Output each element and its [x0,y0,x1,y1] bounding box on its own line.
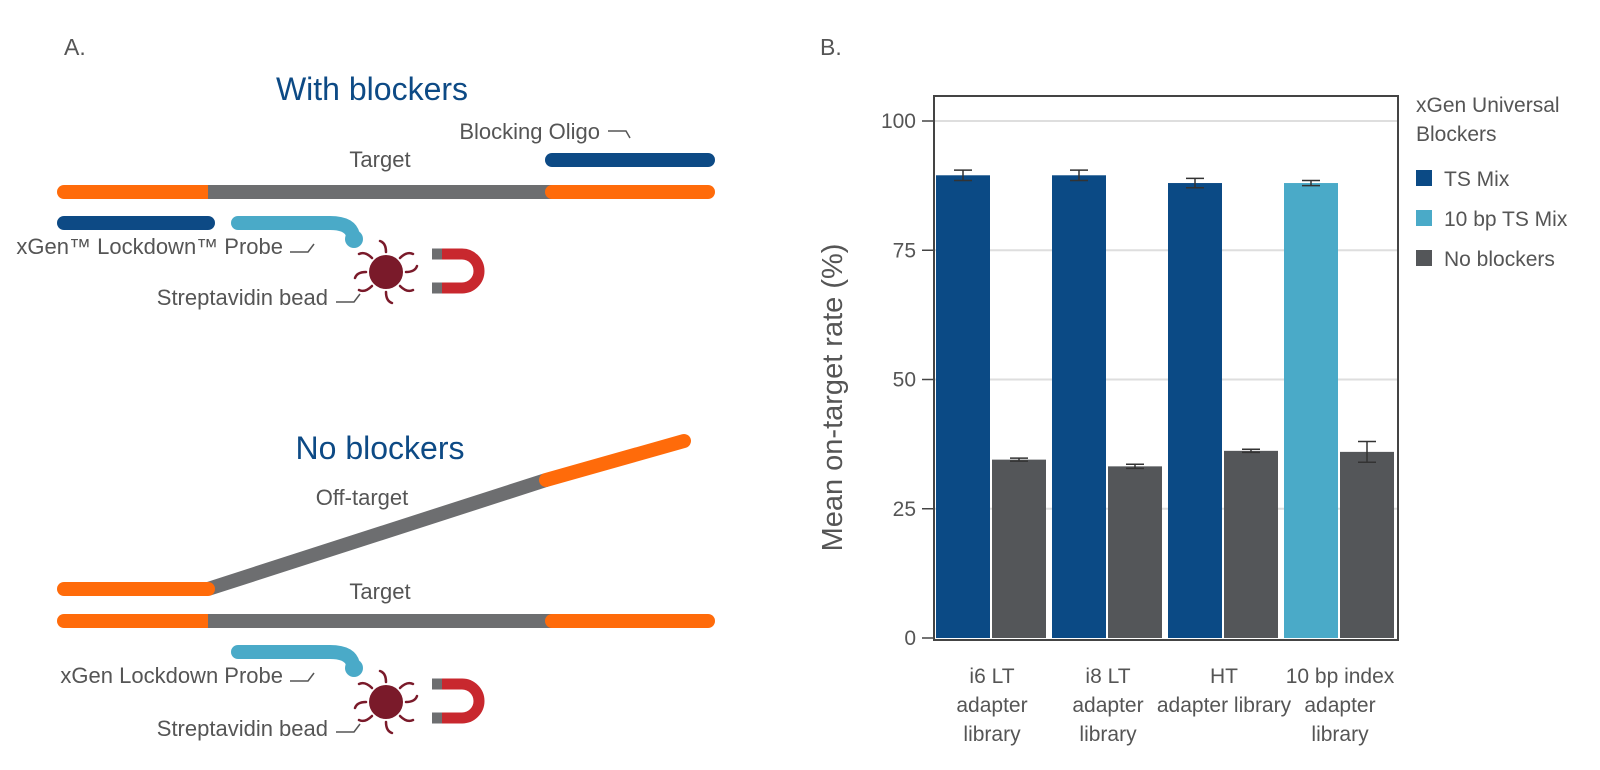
legend-title: xGen Universal Blockers [1416,94,1560,146]
bead-label-bottom: Streptavidin bead [157,716,328,741]
off-target-adapter [539,434,691,487]
x-tick-label: i6 LT adapter library [956,665,1027,746]
panel-a-label: A. [64,34,86,60]
bar [1224,450,1278,638]
blocking-oligo-label: Blocking Oligo [459,119,600,144]
probe-leader-bottom [290,672,315,682]
with-blockers-diagram: With blockers Blocking Oligo Target xGen… [16,71,715,310]
streptavidin-bead-icon [353,239,419,305]
bar [936,175,990,638]
target-label-top: Target [349,147,410,172]
streptavidin-bead-icon [353,669,419,735]
probe-label-top: xGen™ Lockdown™ Probe [16,234,283,259]
with-blockers-title: With blockers [276,71,468,107]
probe-biotin-bottom [345,659,363,677]
no-blockers-diagram: No blockers Off-target Target xGen Lockd… [57,430,715,741]
plot-frame [933,95,1399,641]
bar-chart: i6 LT adapter library i8 LT adapter library HT… [817,94,1568,746]
bead-leader-bottom [336,723,361,733]
blocking-oligo-leader [608,130,631,139]
bar [1052,175,1106,638]
legend-label: No blockers [1444,248,1555,271]
probe-biotin-top [345,230,363,248]
off-target-label: Off-target [316,485,409,510]
legend-label: TS Mix [1444,168,1510,191]
legend-swatch [1416,250,1432,266]
x-tick-label: i8 LT adapter library [1072,665,1143,746]
probe-leader-top [290,243,315,253]
x-tick-label: 10 bp index adapter library [1286,665,1395,746]
y-tick-label: 0 [904,627,916,650]
y-tick-label: 75 [893,239,916,262]
target-label-bottom: Target [349,579,410,604]
y-tick-label: 25 [893,498,916,521]
y-axis-title: Mean on-target rate (%) [817,244,849,552]
magnet-icon [432,678,485,724]
y-tick-label: 50 [893,369,916,392]
bar [1340,451,1394,638]
bead-leader-top [336,293,361,303]
bead-label-top: Streptavidin bead [157,285,328,310]
legend-label: 10 bp TS Mix [1444,208,1568,231]
magnet-icon [432,248,485,294]
legend-swatch [1416,170,1432,186]
panel-b-label: B. [820,34,842,60]
probe-label-bottom: xGen Lockdown Probe [60,663,283,688]
off-target-strand [205,473,549,596]
bar [1108,466,1162,638]
x-tick-label: HT adapter library [1157,665,1292,717]
bar [992,459,1046,638]
bar [1168,183,1222,639]
bar [1284,183,1338,639]
y-tick-label: 100 [881,110,916,133]
no-blockers-title: No blockers [296,430,465,466]
legend-swatch [1416,210,1432,226]
